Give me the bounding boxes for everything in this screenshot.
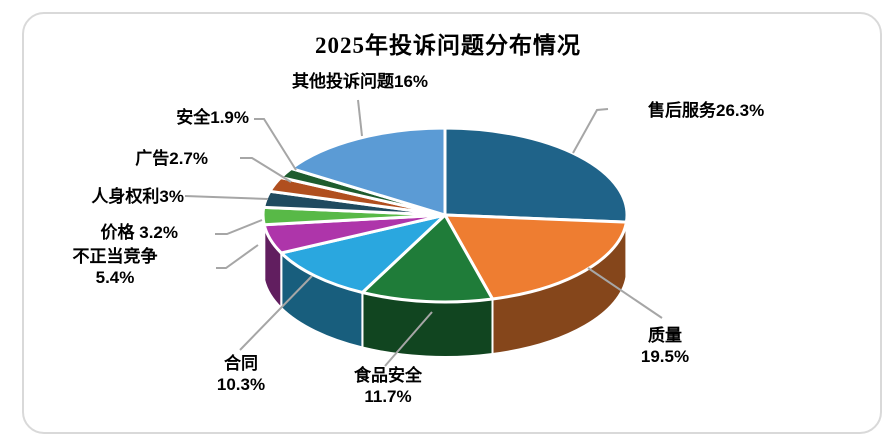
leader-line-7 <box>240 157 292 183</box>
pie-label-6: 人身权利3% <box>91 187 184 206</box>
pie-label-1: 质量 19.5% <box>640 326 690 366</box>
chart-title: 2025年投诉问题分布情况 <box>315 33 581 58</box>
leader-line-9 <box>357 99 363 137</box>
pie-label-0: 售后服务26.3% <box>648 101 765 120</box>
pie-slice-0 <box>443 126 629 224</box>
pie-label-5: 价格 3.2% <box>100 223 178 242</box>
pie-slice-1 <box>443 213 628 301</box>
leader-line-2 <box>384 311 433 367</box>
leader-line-6 <box>184 195 269 200</box>
pie-slice-9 <box>289 126 447 217</box>
leader-line-8 <box>254 118 297 171</box>
pie-label-2: 食品安全 11.7% <box>354 366 422 406</box>
pie-slice-3 <box>279 213 447 294</box>
leader-line-3 <box>239 275 313 351</box>
leader-line-5 <box>215 219 263 235</box>
pie-label-9: 其他投诉问题16% <box>292 72 429 91</box>
leader-line-0 <box>572 108 609 154</box>
pie-label-4: 不正当竞争 5.4% <box>72 247 158 287</box>
leader-line-4 <box>216 244 259 269</box>
pie-label-3: 合同 10.3% <box>216 354 266 394</box>
pie-label-7: 广告2.7% <box>135 149 208 168</box>
leader-line-1 <box>587 267 663 319</box>
pie-label-8: 安全1.9% <box>176 108 249 127</box>
pie-slice-2 <box>360 213 494 304</box>
